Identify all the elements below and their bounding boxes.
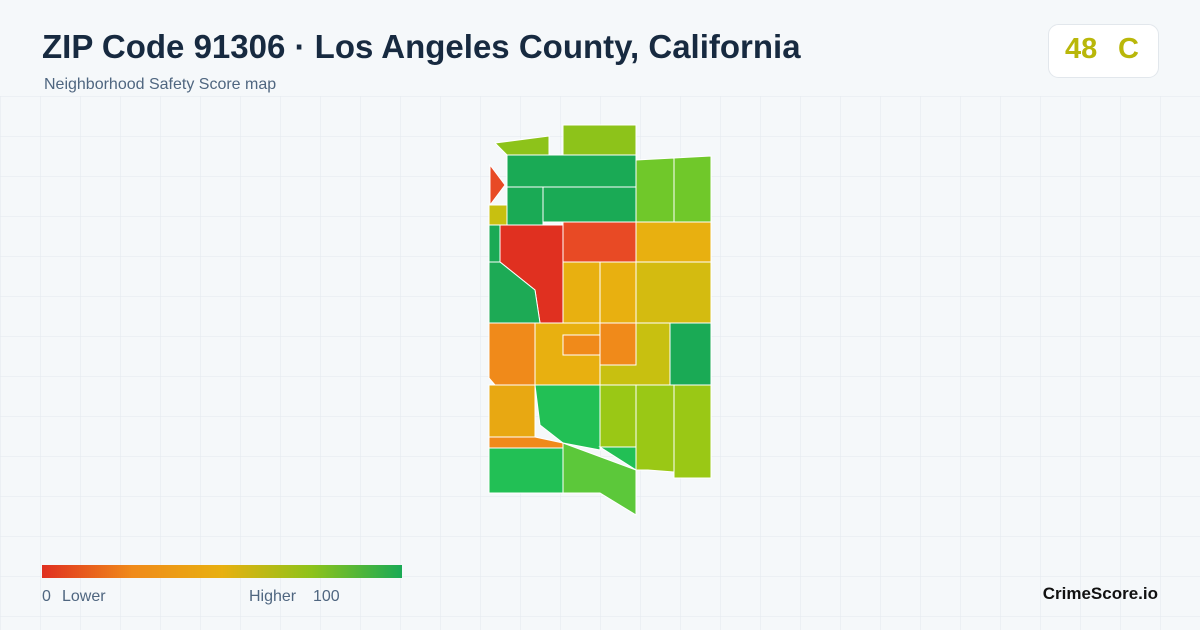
legend-max-label: Higher — [249, 588, 297, 605]
score-box — [1048, 24, 1159, 78]
subtitle: Neighborhood Safety Score map — [44, 76, 277, 93]
neighborhoods — [488, 124, 712, 516]
legend-max: 100 — [313, 588, 340, 605]
legend-min: 0 — [42, 588, 51, 605]
legend-bar — [42, 565, 402, 578]
legend-min-label: Lower — [62, 588, 106, 605]
brand: CrimeScore.io — [1042, 584, 1158, 603]
title: ZIP Code 91306 · Los Angeles County, Cal… — [42, 28, 801, 65]
grade: C — [1118, 33, 1139, 65]
score: 48 — [1065, 33, 1098, 65]
